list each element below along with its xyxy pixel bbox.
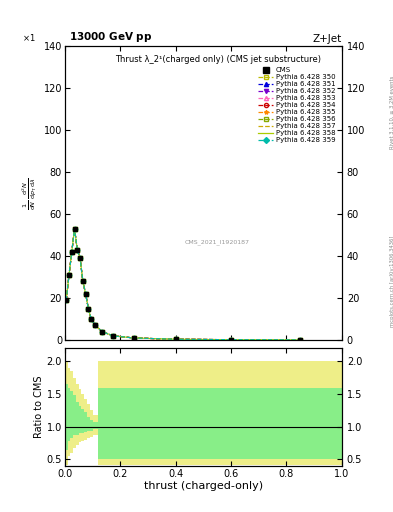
X-axis label: thrust (charged-only): thrust (charged-only) — [144, 481, 263, 492]
Text: Rivet 3.1.10, ≥ 3.2M events: Rivet 3.1.10, ≥ 3.2M events — [390, 76, 393, 150]
Y-axis label: Ratio to CMS: Ratio to CMS — [34, 376, 44, 438]
Text: Z+Jet: Z+Jet — [313, 33, 342, 44]
Text: CMS_2021_I1920187: CMS_2021_I1920187 — [185, 239, 250, 245]
Text: $\times 1$: $\times 1$ — [22, 32, 35, 43]
Text: mcplots.cern.ch [arXiv:1306.3436]: mcplots.cern.ch [arXiv:1306.3436] — [390, 236, 393, 327]
Legend: CMS, Pythia 6.428 350, Pythia 6.428 351, Pythia 6.428 352, Pythia 6.428 353, Pyt: CMS, Pythia 6.428 350, Pythia 6.428 351,… — [255, 64, 338, 146]
Y-axis label: $\frac{1}{\mathrm{d}N}\,\frac{\mathrm{d}^2N}{\mathrm{d}p_\mathrm{T}\,\mathrm{d}\: $\frac{1}{\mathrm{d}N}\,\frac{\mathrm{d}… — [21, 177, 39, 209]
Text: Thrust λ_2¹(charged only) (CMS jet substructure): Thrust λ_2¹(charged only) (CMS jet subst… — [115, 55, 321, 64]
Text: $\mathbf{13000}$ $\mathbf{GeV\ pp}$: $\mathbf{13000}$ $\mathbf{GeV\ pp}$ — [69, 30, 152, 44]
